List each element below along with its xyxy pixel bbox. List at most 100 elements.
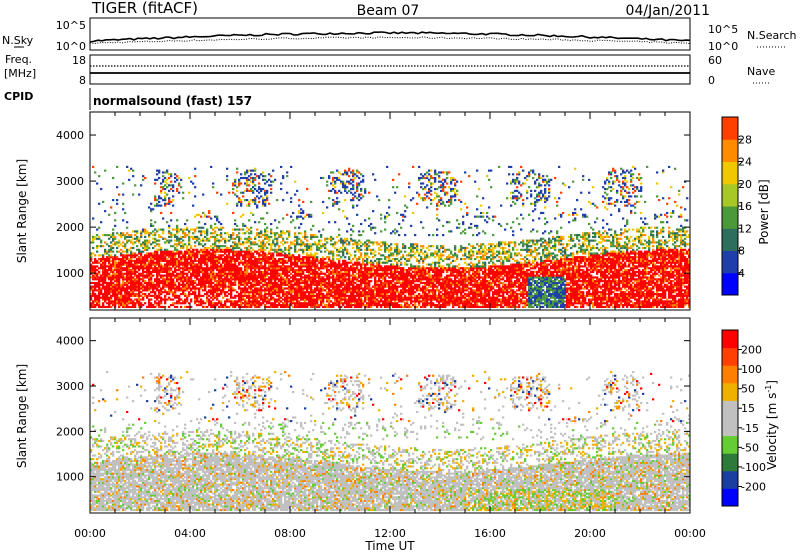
power-cell bbox=[148, 236, 150, 238]
power-cell bbox=[122, 232, 124, 234]
power-cell bbox=[324, 275, 326, 277]
power-cell bbox=[94, 265, 96, 267]
power-cell bbox=[284, 241, 286, 243]
power-cell bbox=[188, 254, 190, 256]
power-cell bbox=[352, 293, 354, 295]
power-cell bbox=[352, 197, 354, 199]
power-cell bbox=[250, 238, 252, 240]
power-cell bbox=[108, 262, 110, 264]
power-cell bbox=[224, 251, 226, 253]
power-cell bbox=[348, 182, 350, 184]
power-cell bbox=[264, 304, 266, 306]
power-cell bbox=[96, 302, 98, 304]
power-cell bbox=[208, 254, 210, 256]
power-cell bbox=[218, 271, 220, 273]
power-cell bbox=[224, 271, 226, 273]
power-cell bbox=[122, 302, 124, 304]
power-cell bbox=[234, 194, 236, 196]
power-cell bbox=[210, 284, 212, 286]
power-cell bbox=[368, 293, 370, 295]
power-cell bbox=[312, 275, 314, 277]
power-cell bbox=[112, 289, 114, 291]
power-cell bbox=[290, 286, 292, 288]
power-cell bbox=[254, 280, 256, 282]
power-cell bbox=[186, 258, 188, 260]
power-cell bbox=[242, 284, 244, 286]
power-cell bbox=[104, 170, 106, 172]
power-cell bbox=[362, 260, 364, 262]
power-cell bbox=[246, 291, 248, 293]
power-cell bbox=[304, 286, 306, 288]
power-cell bbox=[350, 234, 352, 236]
power-cell bbox=[196, 275, 198, 277]
power-cell bbox=[148, 271, 150, 273]
power-cell bbox=[122, 194, 124, 196]
power-cell bbox=[190, 300, 192, 302]
power-cell bbox=[218, 254, 220, 256]
power-cell bbox=[180, 245, 182, 247]
power-cell bbox=[270, 256, 272, 258]
power-cell bbox=[164, 300, 166, 302]
power-cell bbox=[370, 265, 372, 267]
power-cell bbox=[216, 267, 218, 269]
power-cell bbox=[112, 265, 114, 267]
power-cell bbox=[356, 280, 358, 282]
power-cell bbox=[252, 262, 254, 264]
power-cell bbox=[162, 251, 164, 253]
power-cell bbox=[128, 278, 130, 280]
power-cell bbox=[242, 280, 244, 282]
power-cell bbox=[306, 214, 308, 216]
power-cell bbox=[112, 238, 114, 240]
power-cell bbox=[374, 287, 376, 289]
power-cell bbox=[380, 289, 382, 291]
power-cell bbox=[178, 243, 180, 245]
power-cell bbox=[136, 265, 138, 267]
power-cell bbox=[220, 289, 222, 291]
power-cell bbox=[138, 194, 140, 196]
power-cell bbox=[172, 199, 174, 201]
power-cell bbox=[234, 275, 236, 277]
power-cell bbox=[220, 271, 222, 273]
power-cell bbox=[356, 306, 358, 308]
power-cell bbox=[294, 181, 296, 183]
power-cell bbox=[236, 203, 238, 205]
power-cell bbox=[366, 284, 368, 286]
power-cell bbox=[158, 260, 160, 262]
power-cell bbox=[316, 289, 318, 291]
power-cell bbox=[254, 282, 256, 284]
power-cell bbox=[244, 260, 246, 262]
power-cell bbox=[152, 258, 154, 260]
power-cell bbox=[230, 304, 232, 306]
power-cell bbox=[322, 243, 324, 245]
power-cell bbox=[248, 297, 250, 299]
power-cell bbox=[280, 188, 282, 190]
power-cell bbox=[224, 286, 226, 288]
power-cell bbox=[112, 286, 114, 288]
power-cell bbox=[130, 260, 132, 262]
power-cell bbox=[120, 265, 122, 267]
power-cell bbox=[190, 262, 192, 264]
power-cell bbox=[376, 304, 378, 306]
power-cell bbox=[238, 252, 240, 254]
power-cell bbox=[278, 284, 280, 286]
power-cell bbox=[274, 289, 276, 291]
power-cell bbox=[206, 258, 208, 260]
power-cell bbox=[338, 275, 340, 277]
power-cell bbox=[334, 181, 336, 183]
power-cell bbox=[290, 221, 292, 223]
power-cell bbox=[332, 306, 334, 308]
power-cell bbox=[290, 273, 292, 275]
power-cell bbox=[280, 300, 282, 302]
power-cell bbox=[258, 245, 260, 247]
power-cell bbox=[344, 298, 346, 300]
power-cell bbox=[342, 297, 344, 299]
power-cell bbox=[230, 289, 232, 291]
power-cell bbox=[188, 256, 190, 258]
power-cell bbox=[216, 302, 218, 304]
power-cell bbox=[176, 287, 178, 289]
power-cell bbox=[292, 289, 294, 291]
power-cell bbox=[318, 304, 320, 306]
power-cell bbox=[280, 297, 282, 299]
power-cell bbox=[356, 247, 358, 249]
power-cell bbox=[300, 265, 302, 267]
